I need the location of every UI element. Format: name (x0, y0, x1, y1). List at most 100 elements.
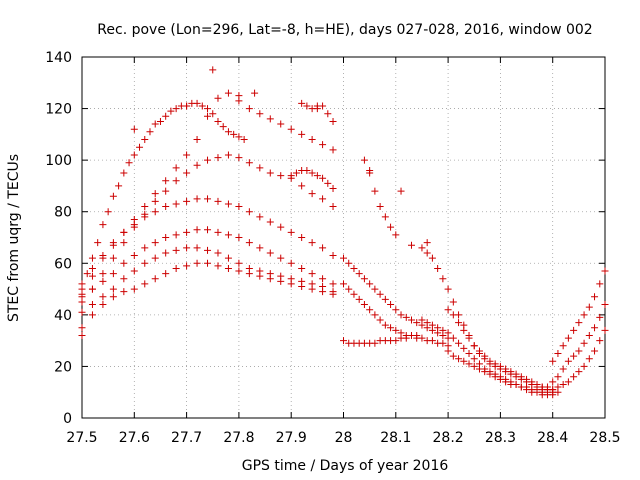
data-point (193, 244, 201, 252)
data-point (376, 290, 384, 298)
data-point (162, 187, 170, 195)
data-point (151, 190, 159, 198)
data-point (475, 365, 483, 373)
data-point (214, 154, 222, 162)
data-point (235, 267, 243, 275)
data-point (172, 246, 180, 254)
data-point (439, 326, 447, 334)
data-point (475, 347, 483, 355)
data-point (491, 360, 499, 368)
series-arc-e (78, 226, 337, 301)
x-tick-label: 27.7 (171, 430, 202, 446)
data-point (392, 326, 400, 334)
data-point (183, 228, 191, 236)
data-point (88, 254, 96, 262)
x-tick-label: 27.9 (276, 430, 307, 446)
data-point (575, 319, 583, 327)
data-point (319, 275, 327, 283)
data-point (538, 386, 546, 394)
data-point (78, 308, 86, 316)
data-point (585, 303, 593, 311)
data-point (104, 208, 112, 216)
data-point (601, 267, 609, 275)
data-point (428, 337, 436, 345)
data-point (308, 285, 316, 293)
data-point (141, 136, 149, 144)
y-axis-label: STEC from uqrg / TECUs (6, 154, 22, 322)
data-point (99, 277, 107, 285)
y-tick-label: 140 (45, 50, 72, 66)
data-point (502, 365, 510, 373)
x-axis-label: GPS time / Days of year 2016 (242, 458, 449, 474)
data-point (162, 112, 170, 120)
data-point (350, 290, 358, 298)
data-point (298, 282, 306, 290)
data-point (496, 375, 504, 383)
data-point (99, 270, 107, 278)
data-point (580, 311, 588, 319)
data-point (193, 259, 201, 267)
data-point (277, 223, 285, 231)
grid (82, 57, 605, 418)
data-point (423, 249, 431, 257)
data-point (460, 326, 468, 334)
data-point (167, 107, 175, 115)
data-point (319, 174, 327, 182)
data-point (507, 368, 515, 376)
data-point (303, 102, 311, 110)
data-point (449, 298, 457, 306)
data-point (88, 285, 96, 293)
x-tick-label: 27.5 (66, 430, 97, 446)
data-point (235, 259, 243, 267)
data-point (141, 280, 149, 288)
data-point (381, 213, 389, 221)
data-point (570, 352, 578, 360)
data-point (287, 172, 295, 180)
data-point (360, 301, 368, 309)
data-point (345, 285, 353, 293)
data-point (287, 280, 295, 288)
data-point (141, 244, 149, 252)
series-outliers (78, 66, 431, 339)
data-point (455, 339, 463, 347)
data-point (251, 89, 259, 97)
data-point (99, 293, 107, 301)
data-point (444, 329, 452, 337)
data-point (308, 136, 316, 144)
series-arc-d (78, 195, 337, 288)
data-point (277, 120, 285, 128)
data-point (141, 203, 149, 211)
data-point (224, 89, 232, 97)
data-point (329, 117, 337, 125)
data-point (172, 177, 180, 185)
data-point (204, 226, 212, 234)
data-point (109, 192, 117, 200)
data-point (360, 156, 368, 164)
data-point (78, 324, 86, 332)
data-point (214, 228, 222, 236)
data-point (204, 246, 212, 254)
data-point (209, 66, 217, 74)
data-point (559, 365, 567, 373)
data-point (585, 355, 593, 363)
data-point (219, 123, 227, 131)
series-arc-c (78, 151, 337, 306)
data-point (428, 254, 436, 262)
data-point (470, 362, 478, 370)
data-point (340, 254, 347, 262)
series-arc-q (444, 347, 557, 396)
data-point (183, 262, 191, 270)
data-point (460, 344, 468, 352)
data-point (543, 383, 551, 391)
data-point (78, 280, 86, 288)
data-point (340, 280, 347, 288)
data-point (407, 316, 415, 324)
y-tick-label: 80 (54, 205, 72, 221)
data-point (486, 370, 494, 378)
data-point (596, 313, 604, 321)
data-point (235, 133, 243, 141)
data-point (564, 357, 572, 365)
x-tick-label: 28.2 (433, 430, 464, 446)
y-tick-label: 100 (45, 153, 72, 169)
data-point (235, 154, 243, 162)
